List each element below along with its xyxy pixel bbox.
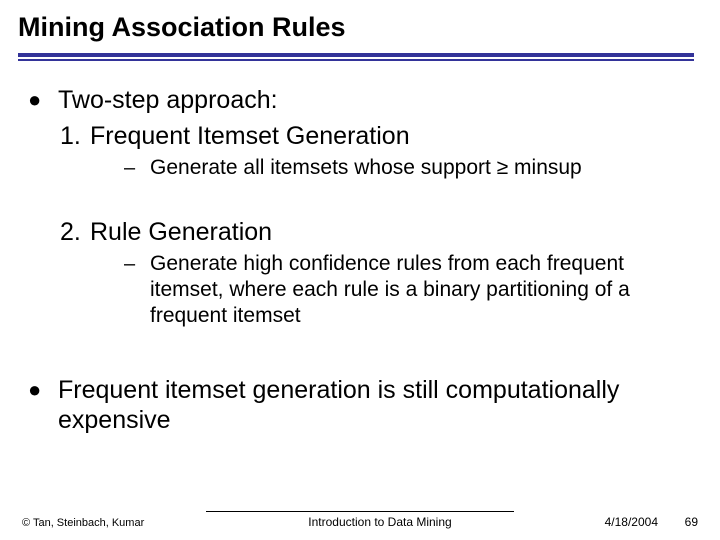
numbered-2-text: Rule Generation [90, 217, 272, 247]
spacer [24, 187, 690, 217]
content-area: ● Two-step approach: 1. Frequent Itemset… [22, 85, 698, 435]
detail-item-1: – Generate all itemsets whose support ≥ … [124, 155, 690, 181]
numbered-item-2: 2. Rule Generation [60, 217, 690, 247]
slide-title: Mining Association Rules [18, 12, 698, 43]
rule-thick [18, 53, 694, 57]
footer-copyright: © Tan, Steinbach, Kumar [22, 516, 222, 530]
slide: Mining Association Rules ● Two-step appr… [0, 0, 720, 540]
title-underline [18, 53, 694, 61]
bullet-item-2: ● Frequent itemset generation is still c… [24, 375, 690, 435]
dash-icon: – [124, 155, 150, 181]
footer-title: Introduction to Data Mining [222, 515, 538, 529]
footer: © Tan, Steinbach, Kumar Introduction to … [0, 511, 720, 530]
footer-date: 4/18/2004 [538, 515, 658, 529]
dash-icon: – [124, 251, 150, 277]
number-1: 1. [60, 121, 90, 151]
detail-2-text: Generate high confidence rules from each… [150, 251, 680, 329]
footer-row: © Tan, Steinbach, Kumar Introduction to … [22, 515, 698, 530]
bullet-2-text: Frequent itemset generation is still com… [58, 375, 690, 435]
numbered-1-text: Frequent Itemset Generation [90, 121, 410, 151]
bullet-1-text: Two-step approach: [58, 85, 278, 115]
footer-page-number: 69 [658, 515, 698, 529]
bullet-icon: ● [24, 375, 58, 405]
spacer [24, 335, 690, 375]
detail-item-2: – Generate high confidence rules from ea… [124, 251, 690, 329]
bullet-item-1: ● Two-step approach: [24, 85, 690, 115]
rule-thin [18, 59, 694, 61]
numbered-item-1: 1. Frequent Itemset Generation [60, 121, 690, 151]
detail-1-text: Generate all itemsets whose support ≥ mi… [150, 155, 582, 181]
number-2: 2. [60, 217, 90, 247]
footer-rule [206, 511, 514, 512]
bullet-icon: ● [24, 85, 58, 115]
